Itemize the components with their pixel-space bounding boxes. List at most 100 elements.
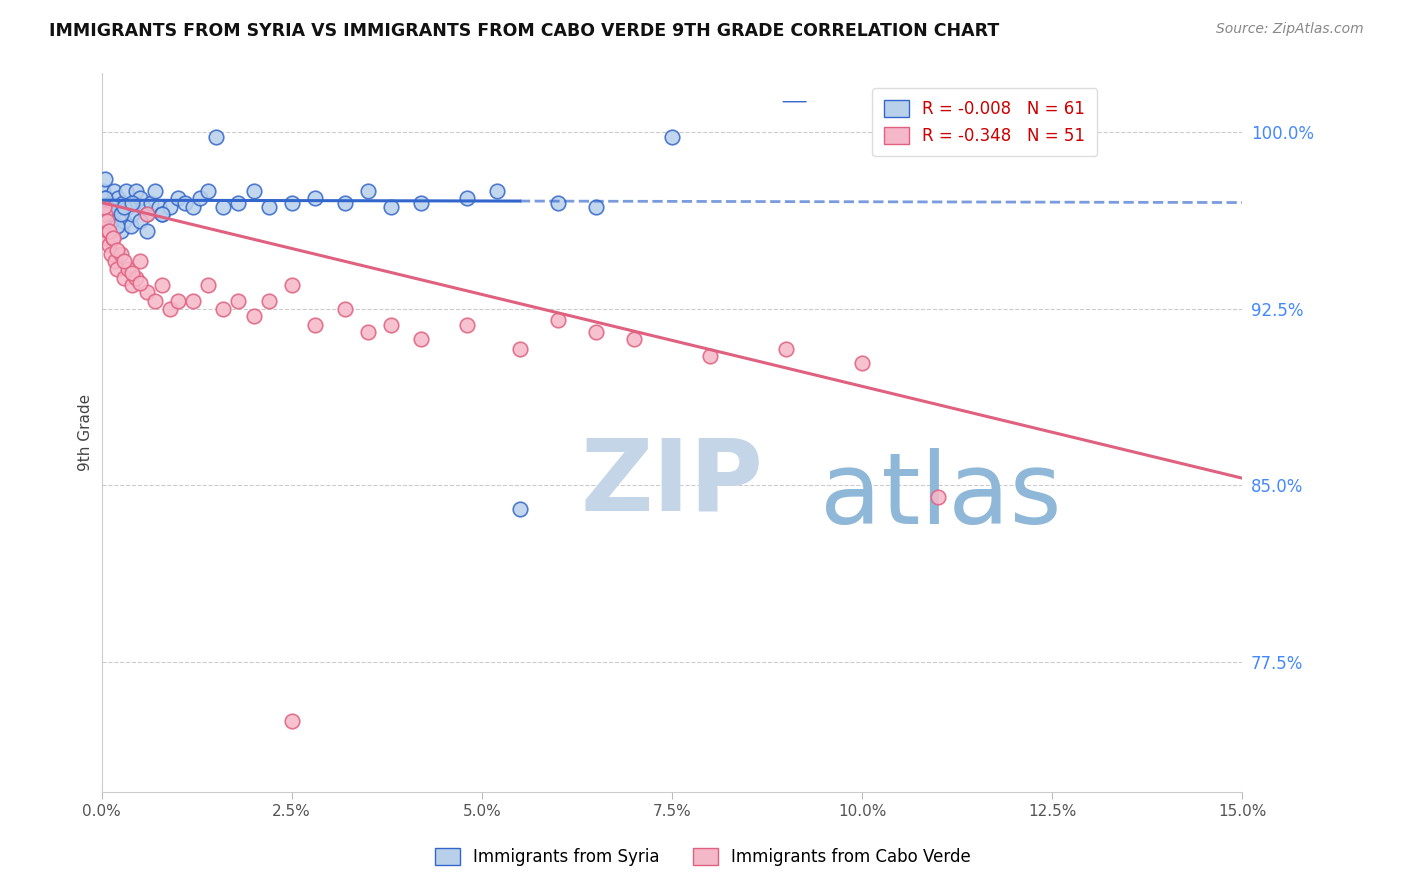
Point: [111, 195, 134, 210]
Point: [152, 278, 174, 293]
Point: [775, 342, 797, 356]
Point: [112, 254, 135, 268]
Point: [228, 195, 250, 210]
Point: [409, 195, 432, 210]
Point: [547, 195, 569, 210]
Point: [139, 195, 162, 210]
Point: [190, 191, 212, 205]
Point: [112, 200, 135, 214]
Point: [357, 325, 380, 339]
Point: [110, 224, 132, 238]
Point: [204, 129, 226, 144]
Point: [228, 294, 250, 309]
Point: [380, 200, 402, 214]
Point: [93, 207, 115, 221]
Point: [280, 195, 302, 210]
Point: [456, 318, 478, 332]
Point: [380, 318, 402, 332]
Point: [107, 191, 129, 205]
Point: [101, 231, 124, 245]
Point: [97, 200, 120, 214]
Point: [91, 219, 114, 233]
Point: [509, 501, 531, 516]
Point: [242, 184, 264, 198]
Point: [333, 301, 356, 316]
Point: [91, 184, 114, 198]
Point: [105, 219, 128, 233]
Point: [257, 200, 280, 214]
Point: [104, 254, 127, 268]
Point: [128, 214, 150, 228]
Point: [136, 207, 159, 221]
Point: [136, 285, 159, 299]
Point: [104, 219, 127, 233]
Point: [101, 214, 124, 228]
Legend: Immigrants from Syria, Immigrants from Cabo Verde: Immigrants from Syria, Immigrants from C…: [429, 841, 977, 873]
Legend: R = -0.008   N = 61, R = -0.348   N = 51: R = -0.008 N = 61, R = -0.348 N = 51: [873, 88, 1097, 156]
Point: [409, 332, 432, 346]
Point: [120, 219, 142, 233]
Text: Source: ZipAtlas.com: Source: ZipAtlas.com: [1216, 22, 1364, 37]
Point: [100, 247, 122, 261]
Point: [105, 243, 128, 257]
Point: [456, 191, 478, 205]
Point: [103, 184, 125, 198]
Point: [110, 207, 132, 221]
Point: [166, 191, 188, 205]
Point: [108, 207, 131, 221]
Point: [98, 224, 121, 238]
Point: [212, 301, 235, 316]
Point: [117, 261, 139, 276]
Point: [121, 195, 143, 210]
Point: [132, 200, 155, 214]
Point: [661, 129, 683, 144]
Point: [212, 200, 235, 214]
Text: atlas: atlas: [820, 449, 1062, 545]
Point: [304, 191, 326, 205]
Point: [93, 200, 115, 214]
Point: [105, 200, 128, 214]
Point: [257, 294, 280, 309]
Point: [98, 207, 121, 221]
Point: [117, 200, 139, 214]
Point: [122, 195, 145, 210]
Point: [486, 184, 509, 198]
Point: [98, 207, 121, 221]
Point: [110, 247, 132, 261]
Point: [159, 301, 181, 316]
Point: [547, 313, 569, 327]
Point: [181, 294, 204, 309]
Point: [148, 200, 170, 214]
Point: [136, 207, 159, 221]
Point: [101, 200, 124, 214]
Text: IMMIGRANTS FROM SYRIA VS IMMIGRANTS FROM CABO VERDE 9TH GRADE CORRELATION CHART: IMMIGRANTS FROM SYRIA VS IMMIGRANTS FROM…: [49, 22, 1000, 40]
Point: [115, 184, 138, 198]
Point: [96, 231, 118, 245]
Point: [96, 214, 118, 228]
Point: [128, 191, 150, 205]
Text: ZIP: ZIP: [581, 434, 763, 531]
Point: [112, 214, 135, 228]
Point: [93, 172, 115, 186]
Point: [128, 254, 150, 268]
Point: [174, 195, 197, 210]
Point: [152, 207, 174, 221]
Point: [357, 184, 380, 198]
Point: [304, 318, 326, 332]
Point: [121, 266, 143, 280]
Point: [136, 224, 159, 238]
Point: [280, 714, 302, 728]
Point: [96, 191, 118, 205]
Point: [699, 349, 721, 363]
Point: [143, 184, 166, 198]
Point: [101, 231, 124, 245]
Point: [197, 278, 219, 293]
Point: [97, 224, 120, 238]
Point: [181, 200, 204, 214]
Point: [128, 276, 150, 290]
Point: [851, 356, 873, 370]
Point: [333, 195, 356, 210]
Point: [94, 191, 117, 205]
Point: [159, 200, 181, 214]
Point: [242, 309, 264, 323]
